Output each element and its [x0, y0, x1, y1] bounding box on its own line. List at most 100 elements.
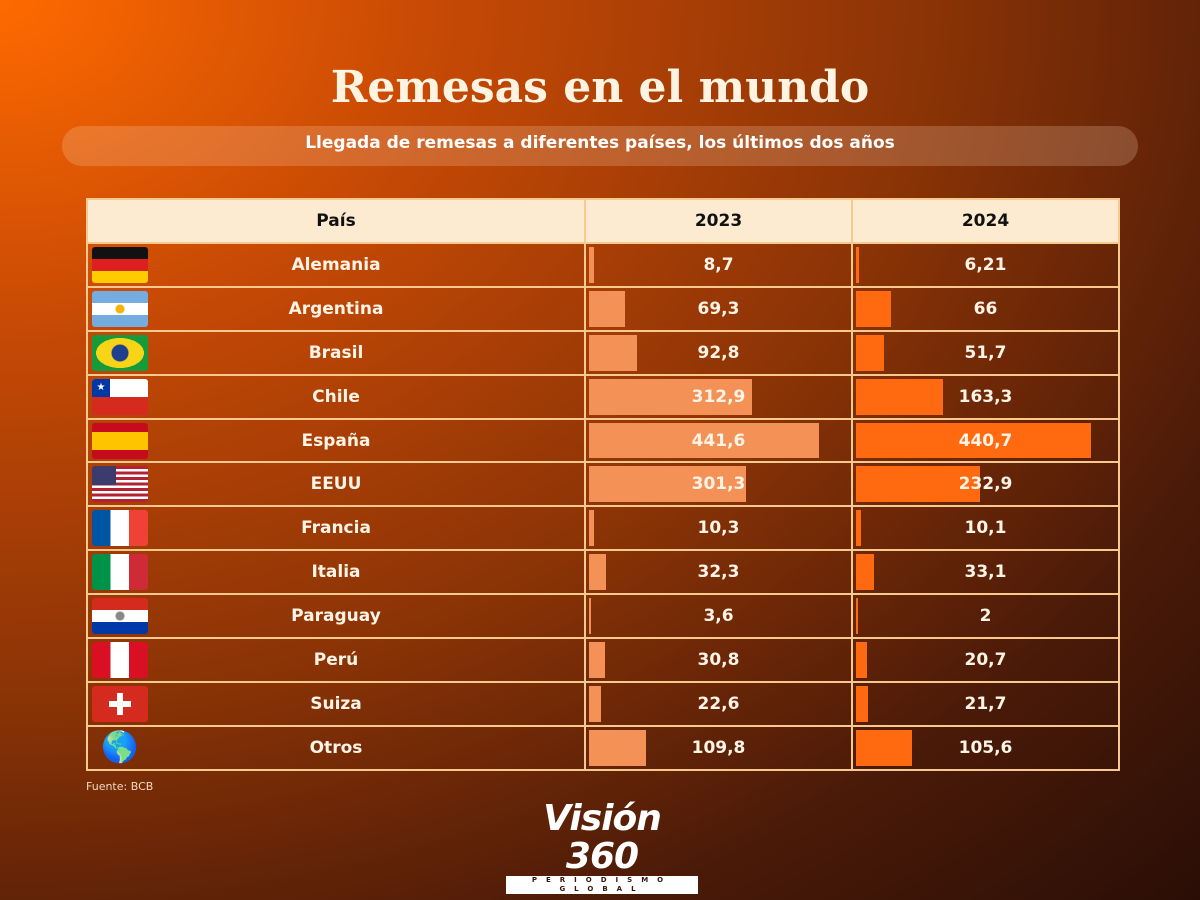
table-row: Argentina 69,3 66 [88, 285, 1118, 330]
bar-2024 [856, 510, 862, 547]
country-name: Otros [309, 737, 363, 758]
source-note: Fuente: BCB [86, 780, 154, 793]
bar-2023 [589, 685, 601, 722]
bar-2024 [856, 290, 892, 327]
country-cell: Argentina [88, 287, 586, 330]
table-row: Paraguay 3,6 2 [88, 593, 1118, 638]
country-name: Argentina [288, 298, 384, 319]
table-header-row: País 2023 2024 [88, 200, 1118, 242]
bar-2023 [589, 729, 647, 766]
country-cell: Suiza [88, 682, 586, 725]
value-2024-cell: 163,3 [853, 376, 1118, 418]
table-row: Perú 30,8 20,7 [88, 637, 1118, 681]
value-2023-cell: 109,8 [586, 726, 853, 769]
paraguay-flag-icon [92, 598, 148, 635]
value-2024: 20,7 [964, 649, 1007, 670]
value-2023-cell: 441,6 [586, 419, 853, 462]
value-2024-cell: 21,7 [853, 683, 1118, 725]
bar-2024 [856, 378, 943, 415]
usa-flag-icon [92, 466, 148, 503]
value-2024-cell: 66 [853, 288, 1118, 330]
bar-2023 [589, 466, 747, 503]
bar-2023 [589, 290, 626, 327]
value-2023: 69,3 [697, 298, 740, 319]
value-2023: 10,3 [697, 518, 740, 539]
value-2024: 51,7 [964, 342, 1007, 363]
table-row: Brasil 92,8 51,7 [88, 329, 1118, 374]
value-2023: 312,9 [691, 386, 746, 407]
table-row: 🌎 Otros 109,8 105,6 [88, 724, 1118, 769]
value-2024-cell: 20,7 [853, 639, 1118, 681]
country-name: EEUU [310, 474, 362, 495]
value-2023: 301,3 [691, 474, 746, 495]
argentina-flag-icon [92, 290, 148, 327]
bar-2024 [856, 685, 868, 722]
country-cell: EEUU [88, 463, 586, 506]
bar-2024 [856, 422, 1091, 459]
value-2024: 6,21 [964, 254, 1007, 275]
bar-2024 [856, 554, 874, 591]
vision360-logo: Visión 360 PERIODISMO GLOBAL [502, 800, 702, 894]
italy-flag-icon [92, 554, 148, 591]
value-2024-cell: 51,7 [853, 332, 1118, 374]
column-header-2023: 2023 [586, 200, 853, 242]
page-subtitle: Llegada de remesas a diferentes países, … [305, 133, 895, 153]
country-cell: Brasil [88, 331, 586, 374]
column-header-country: País [88, 200, 586, 242]
value-2024-cell: 2 [853, 595, 1118, 637]
value-2023-cell: 22,6 [586, 682, 853, 725]
value-2023: 8,7 [703, 254, 734, 275]
value-2024: 105,6 [958, 737, 1013, 758]
country-cell: Alemania [88, 244, 586, 286]
country-name: Paraguay [291, 606, 381, 627]
page-title: Remesas en el mundo [330, 62, 870, 113]
bar-2023 [589, 510, 595, 547]
table-row: Alemania 8,7 6,21 [88, 242, 1118, 286]
country-cell: ★ Chile [88, 375, 586, 418]
bar-2024 [856, 334, 884, 371]
country-name: Brasil [308, 342, 364, 363]
country-name: Italia [311, 562, 361, 583]
bar-2024 [856, 729, 913, 766]
bar-2023 [589, 422, 820, 459]
value-2023-cell: 69,3 [586, 287, 853, 330]
country-name: España [301, 430, 371, 451]
brazil-flag-icon [92, 334, 148, 371]
country-name: Chile [312, 386, 360, 407]
value-2023: 3,6 [703, 606, 734, 627]
table-row: España 441,6 440,7 [88, 417, 1118, 462]
value-2023-cell: 3,6 [586, 595, 853, 638]
value-2024-cell: 105,6 [853, 727, 1118, 769]
table-row: EEUU 301,3 232,9 [88, 461, 1118, 506]
value-2024-cell: 440,7 [853, 420, 1118, 462]
globe-icon: 🌎 [101, 729, 139, 765]
bar-2023 [589, 247, 594, 283]
bar-2024 [856, 598, 858, 635]
logo-name: Visión 360 [543, 798, 662, 877]
france-flag-icon [92, 510, 148, 547]
value-2024-cell: 10,1 [853, 507, 1118, 549]
country-cell: Paraguay [88, 595, 586, 638]
value-2024: 163,3 [958, 386, 1013, 407]
value-2023: 109,8 [691, 737, 746, 758]
country-cell: Perú [88, 639, 586, 681]
country-cell: Italia [88, 551, 586, 594]
value-2023: 441,6 [691, 430, 746, 451]
logo-tagline: PERIODISMO GLOBAL [506, 876, 698, 894]
bar-2023 [589, 642, 606, 678]
peru-flag-icon [92, 642, 148, 679]
value-2024: 10,1 [964, 518, 1007, 539]
value-2024: 21,7 [964, 693, 1007, 714]
value-2024-cell: 6,21 [853, 244, 1118, 286]
bar-2023 [589, 378, 753, 415]
value-2024: 440,7 [958, 430, 1013, 451]
country-name: Alemania [291, 254, 381, 275]
bar-2024 [856, 247, 860, 283]
bar-2024 [856, 466, 980, 503]
germany-flag-icon [92, 247, 148, 283]
value-2023: 32,3 [697, 562, 740, 583]
bar-2023 [589, 598, 591, 635]
value-2023-cell: 312,9 [586, 375, 853, 418]
bar-2023 [589, 334, 638, 371]
column-header-2024: 2024 [961, 211, 1010, 231]
